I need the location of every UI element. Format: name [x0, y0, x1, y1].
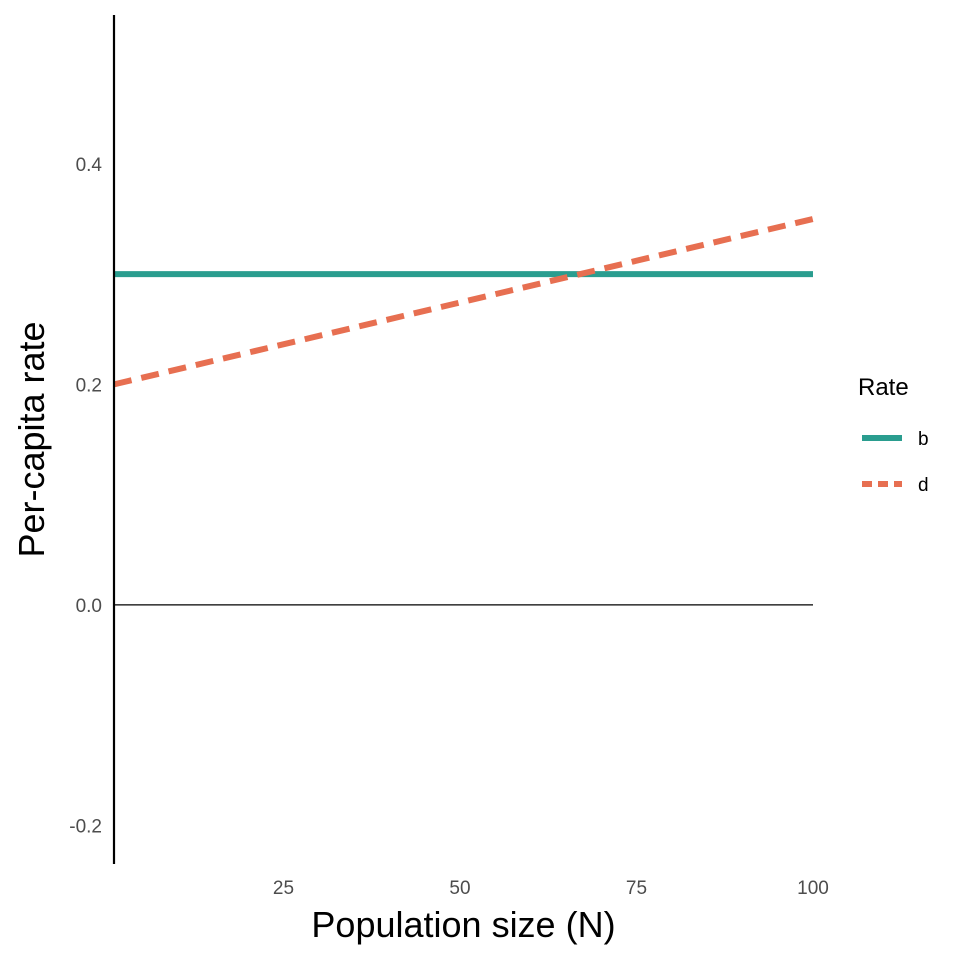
x-tick-label: 25	[273, 878, 294, 899]
legend-item-d: d	[862, 475, 929, 496]
series-lines	[113, 216, 814, 388]
legend-item-b: b	[862, 429, 929, 450]
legend-label-b: b	[918, 429, 929, 450]
x-tick-label: 100	[797, 878, 829, 899]
legend-items: bd	[862, 429, 929, 496]
y-tick-labels: -0.2 0.0 0.2 0.4	[69, 155, 102, 838]
x-tick-label: 75	[626, 878, 647, 899]
y-tick-label: -0.2	[69, 816, 102, 837]
y-axis-title: Per-capita rate	[11, 321, 52, 557]
legend-title: Rate	[858, 374, 909, 401]
series-line-d	[113, 216, 814, 388]
y-tick-label: 0.4	[76, 155, 103, 176]
legend: Rate bd	[858, 374, 929, 496]
y-tick-label: 0.2	[76, 375, 102, 396]
legend-label-d: d	[918, 475, 929, 496]
x-tick-labels: 25 50 75 100	[273, 878, 829, 899]
x-tick-label: 50	[449, 878, 470, 899]
y-tick-label: 0.0	[76, 596, 102, 617]
x-axis-title: Population size (N)	[311, 904, 615, 945]
